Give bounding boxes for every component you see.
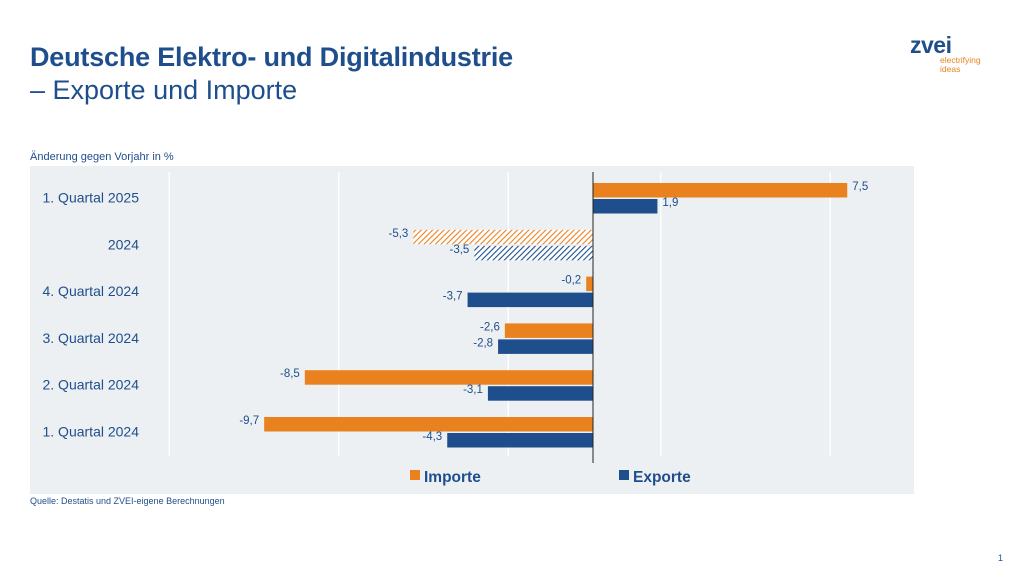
logo-tagline: electrifying ideas [940,55,981,74]
category-label: 4. Quartal 2024 [42,283,139,299]
logo-wordmark: zvei [910,32,952,58]
page-subtitle: – Exporte und Importe [30,75,298,105]
data-label: -3,1 [463,384,483,396]
import-bar [586,276,593,292]
data-label: -3,7 [443,291,463,303]
legend-label-importe: Importe [424,469,481,486]
data-label: 1,9 [662,197,678,209]
unit-label: Änderung gegen Vorjahr in % [30,151,174,163]
data-label: -0,2 [561,275,581,287]
import-bar [413,229,593,245]
page-title: Deutsche Elektro- und Digitalindustrie [30,42,513,72]
data-label: -8,5 [280,368,300,380]
category-label: 2024 [108,236,139,252]
category-label: 1. Quartal 2024 [42,424,139,440]
data-label: 7,5 [852,181,868,193]
data-label: -9,7 [239,415,259,427]
source-note: Quelle: Destatis und ZVEI-eigene Berechn… [30,496,225,506]
import-bar [504,323,593,338]
data-label: -2,8 [473,337,493,349]
legend-label-exporte: Exporte [633,469,691,486]
data-label: -5,3 [389,228,409,240]
category-label: 2. Quartal 2024 [42,377,139,393]
export-bar [487,386,593,401]
legend-swatch-exporte [619,470,629,480]
legend-swatch-importe [410,470,420,480]
data-label: -3,5 [450,244,470,256]
export-bar [447,433,593,448]
data-label: -2,6 [480,321,500,333]
import-bar [593,183,848,198]
export-bar [467,292,593,308]
zvei-logo: zvei electrifying ideas [910,34,1000,74]
data-label: -4,3 [422,431,442,443]
import-bar [304,370,593,385]
export-bar [498,339,593,354]
page-number: 1 [998,553,1004,563]
category-label: 3. Quartal 2024 [42,330,139,346]
export-bar [593,199,658,214]
export-bar [474,245,593,261]
import-bar [264,417,593,432]
category-label: 1. Quartal 2025 [42,190,139,206]
